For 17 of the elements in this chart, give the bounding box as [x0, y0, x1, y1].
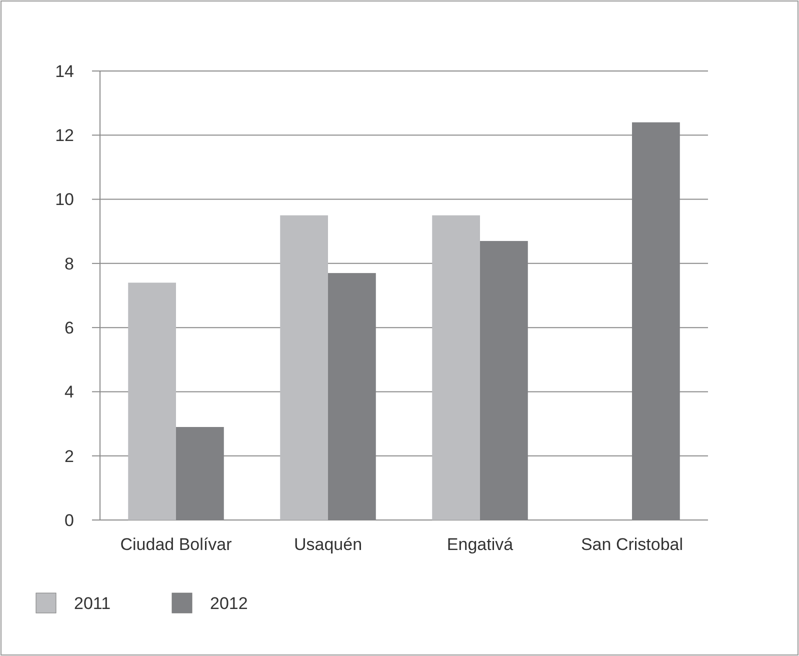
y-tick-label: 2 [64, 446, 74, 466]
y-tick-label: 12 [55, 126, 74, 146]
x-tick-label: Usaquén [294, 535, 362, 554]
bar [432, 215, 480, 520]
y-tick-label: 4 [64, 382, 74, 402]
legend-label: 2011 [74, 594, 111, 613]
bar [128, 282, 176, 520]
y-tick-label: 14 [55, 62, 74, 81]
y-tick-label: 0 [64, 510, 74, 530]
x-tick-label: Engativá [446, 535, 514, 554]
y-tick-label: 10 [55, 190, 74, 210]
y-tick-label: 6 [64, 318, 74, 338]
x-tick-label: Ciudad Bolívar [120, 535, 232, 554]
y-tick-label: 8 [64, 254, 74, 274]
x-tick-label: San Cristobal [580, 535, 684, 554]
bar [280, 215, 328, 520]
legend-label: 2012 [210, 594, 248, 613]
